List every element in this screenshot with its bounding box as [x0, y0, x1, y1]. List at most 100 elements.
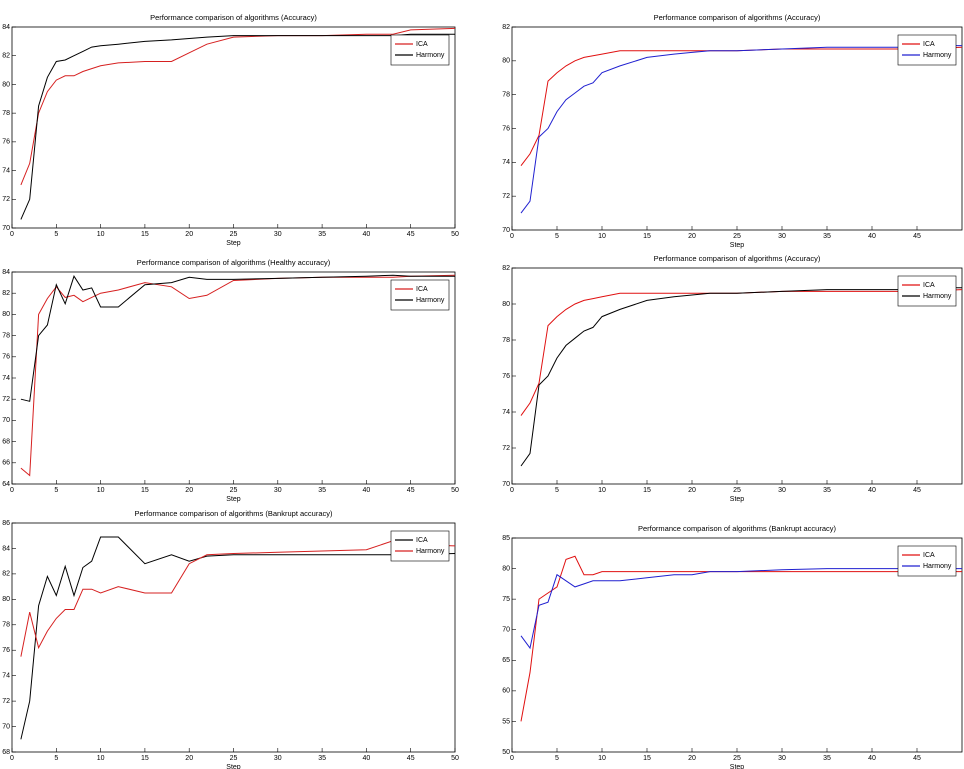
- x-tick-label: 40: [868, 755, 876, 762]
- legend-box: [897, 275, 957, 307]
- y-tick-label: 80: [502, 301, 510, 308]
- y-tick-label: 82: [2, 290, 10, 297]
- x-tick-label: 10: [598, 487, 606, 494]
- x-tick-label: 40: [868, 233, 876, 240]
- y-tick-label: 50: [502, 749, 510, 756]
- legend-label: Harmony: [923, 52, 952, 59]
- y-tick-label: 78: [2, 110, 10, 117]
- chart-title: Performance comparison of algorithms (Ac…: [150, 13, 317, 22]
- legend-label: ICA: [923, 552, 935, 559]
- legend-label: ICA: [416, 537, 428, 544]
- plot-area: [511, 267, 963, 485]
- x-tick-label: 5: [54, 231, 58, 238]
- legend-label: Harmony: [923, 293, 952, 300]
- series-line: [520, 287, 962, 467]
- series-line: [20, 27, 456, 186]
- x-tick-label: 45: [407, 487, 415, 494]
- legend-label: Harmony: [416, 297, 445, 304]
- y-tick-label: 64: [2, 481, 10, 488]
- x-tick-label: 40: [363, 487, 371, 494]
- series-line: [520, 289, 963, 416]
- x-tick-label: 20: [688, 487, 696, 494]
- chart-title: Performance comparison of algorithms (He…: [137, 258, 331, 267]
- series-line: [20, 274, 456, 477]
- y-tick-label: 82: [502, 265, 510, 272]
- series-line: [520, 46, 963, 167]
- series-line: [520, 568, 962, 650]
- x-tick-label: 15: [643, 233, 651, 240]
- x-tick-label: 35: [823, 755, 831, 762]
- y-tick-label: 70: [2, 225, 10, 232]
- y-tick-label: 80: [2, 596, 10, 603]
- plot-area: [11, 271, 456, 485]
- chart-title: Performance comparison of algorithms (Ba…: [638, 524, 836, 533]
- x-tick-label: 5: [555, 755, 559, 762]
- y-tick-label: 75: [502, 596, 510, 603]
- legend-box: [390, 530, 450, 562]
- x-tick-label: 20: [185, 231, 193, 238]
- x-tick-label: 30: [778, 233, 786, 240]
- x-tick-label: 50: [451, 755, 459, 762]
- legend-label: ICA: [416, 286, 428, 293]
- y-tick-label: 72: [502, 445, 510, 452]
- y-tick-label: 72: [2, 698, 10, 705]
- y-tick-label: 72: [2, 196, 10, 203]
- x-tick-label: 15: [141, 487, 149, 494]
- legend-label: Harmony: [923, 563, 952, 570]
- y-tick-label: 84: [2, 24, 10, 31]
- x-axis-label: Step: [730, 764, 745, 769]
- x-tick-label: 10: [97, 755, 105, 762]
- x-tick-label: 45: [913, 755, 921, 762]
- y-tick-label: 76: [2, 647, 10, 654]
- x-tick-label: 35: [318, 487, 326, 494]
- y-tick-label: 85: [502, 535, 510, 542]
- x-tick-label: 5: [54, 487, 58, 494]
- y-tick-label: 80: [2, 81, 10, 88]
- y-tick-label: 74: [2, 375, 10, 382]
- y-tick-label: 78: [2, 622, 10, 629]
- x-axis-label: Step: [730, 242, 745, 249]
- y-tick-label: 66: [2, 460, 10, 467]
- x-tick-label: 30: [274, 755, 282, 762]
- y-tick-label: 84: [2, 269, 10, 276]
- x-tick-label: 10: [97, 231, 105, 238]
- y-tick-label: 60: [502, 688, 510, 695]
- x-tick-label: 0: [10, 487, 14, 494]
- y-tick-label: 76: [502, 125, 510, 132]
- x-axis-label: Step: [226, 240, 241, 247]
- y-tick-label: 65: [502, 657, 510, 664]
- x-tick-label: 10: [598, 755, 606, 762]
- legend-box: [897, 34, 957, 66]
- x-tick-label: 30: [274, 231, 282, 238]
- y-tick-label: 68: [2, 749, 10, 756]
- x-tick-label: 0: [10, 231, 14, 238]
- x-tick-label: 50: [451, 231, 459, 238]
- y-tick-label: 72: [2, 396, 10, 403]
- y-tick-label: 80: [502, 58, 510, 65]
- x-tick-label: 45: [407, 231, 415, 238]
- y-tick-label: 68: [2, 438, 10, 445]
- x-tick-label: 25: [733, 233, 741, 240]
- x-tick-label: 15: [141, 231, 149, 238]
- x-tick-label: 10: [598, 233, 606, 240]
- legend-box: [897, 545, 957, 577]
- x-tick-label: 25: [230, 231, 238, 238]
- x-tick-label: 5: [555, 233, 559, 240]
- x-tick-label: 25: [733, 755, 741, 762]
- y-tick-label: 78: [502, 337, 510, 344]
- x-tick-label: 35: [318, 231, 326, 238]
- legend-label: Harmony: [416, 52, 445, 59]
- series-line: [20, 536, 456, 740]
- y-tick-label: 76: [2, 139, 10, 146]
- x-tick-label: 20: [185, 487, 193, 494]
- x-tick-label: 5: [555, 487, 559, 494]
- legend-box: [390, 34, 450, 66]
- y-tick-label: 70: [2, 723, 10, 730]
- x-tick-label: 25: [230, 487, 238, 494]
- y-tick-label: 76: [502, 373, 510, 380]
- y-tick-label: 74: [2, 167, 10, 174]
- y-tick-label: 76: [2, 354, 10, 361]
- y-tick-label: 80: [502, 565, 510, 572]
- x-tick-label: 0: [510, 755, 514, 762]
